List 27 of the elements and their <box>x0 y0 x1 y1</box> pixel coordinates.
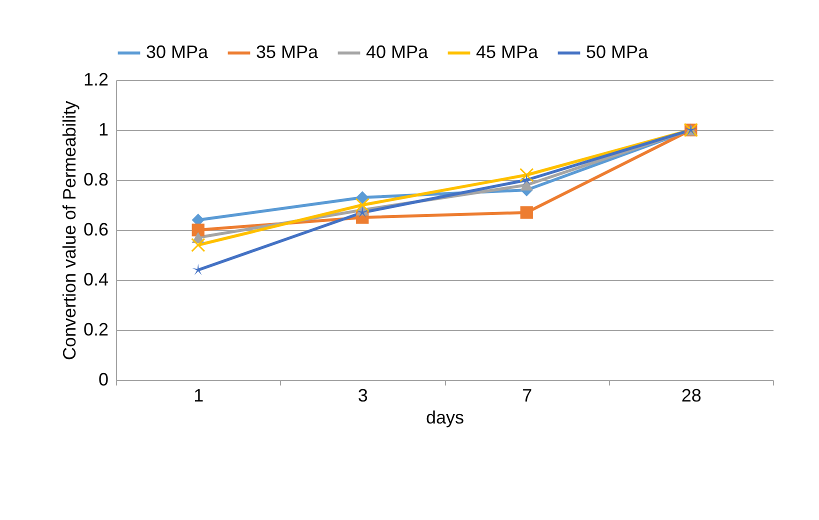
legend-label: 35 MPa <box>256 42 320 62</box>
y-tick-label: 0.6 <box>83 220 108 240</box>
y-axis-title: Convertion value of Permeability <box>59 100 80 360</box>
y-tick-label: 0 <box>98 370 108 390</box>
y-tick-label: 1.2 <box>83 70 108 90</box>
point <box>355 198 370 212</box>
x-tick-label: 7 <box>522 386 532 406</box>
point <box>520 168 534 182</box>
legend-label: 30 MPa <box>146 42 210 62</box>
point <box>520 206 533 219</box>
x-tick-label: 1 <box>194 386 204 406</box>
x-axis-title: days <box>426 408 464 428</box>
y-tick-label: 0.4 <box>83 270 108 290</box>
point <box>356 206 368 218</box>
y-tick-label: 1 <box>98 120 108 140</box>
y-tick-label: 0.8 <box>83 170 108 190</box>
y-tick-label: 0.2 <box>83 320 108 340</box>
point <box>356 191 369 204</box>
point <box>520 174 533 186</box>
x-tick-label: 28 <box>681 386 702 406</box>
x-tick-label: 3 <box>358 386 368 406</box>
point <box>520 180 533 190</box>
point <box>192 224 204 236</box>
point <box>191 238 206 252</box>
legend-label: 50 MPa <box>586 42 650 62</box>
legend-label: 40 MPa <box>366 42 430 62</box>
legend-label: 45 MPa <box>476 42 540 62</box>
